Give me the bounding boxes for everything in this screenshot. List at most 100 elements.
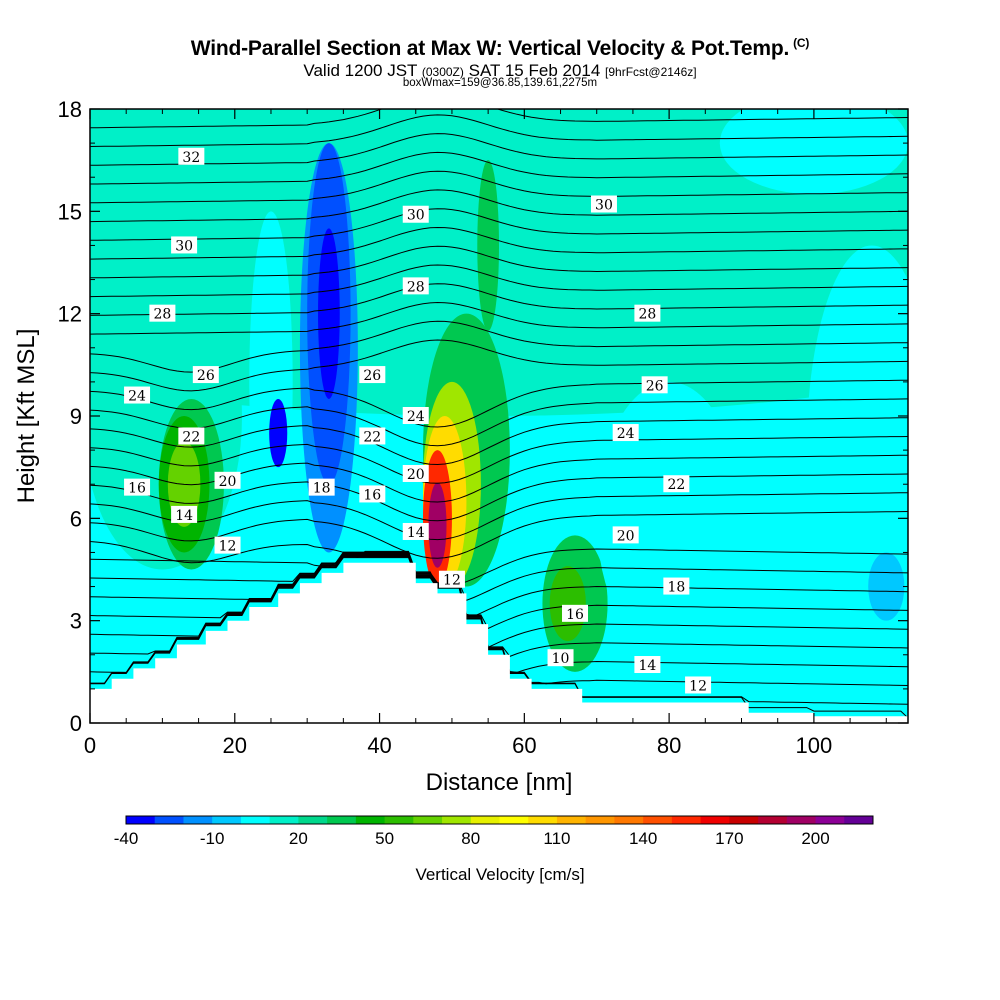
theta-contour-line [90,133,908,166]
contour-label-text: 16 [128,481,146,497]
y-tick-label: 6 [70,506,82,531]
valid-time: Valid 1200 JST [303,61,418,80]
colorbar-swatch [413,816,443,824]
contour-label: 14 [171,505,198,524]
contour-label-box [192,366,219,384]
contour-label: 22 [663,475,690,493]
contour-label-box [612,424,639,442]
contour-label-box [634,656,661,674]
colorbar-tick-label: 200 [801,829,829,848]
contour-label: 30 [402,205,429,224]
y-tick-label: 18 [58,97,82,122]
contour-label-box [612,526,639,544]
utc-time: (0300Z) [421,65,464,79]
theta-contour-line [90,170,908,204]
colorbar-tick-label: 140 [629,829,657,848]
theta-contour-line [90,379,908,428]
theta-contour-line [90,189,908,223]
colorbar: -40 -10 20 50 80 110 140 170 200 Vertical Velocit… [114,815,874,884]
x-axis-label: Distance [nm] [426,769,573,796]
theta-contour-line [90,417,908,466]
contour-label: 14 [402,522,429,541]
contour-label-text: 26 [363,368,381,384]
contour-label-text: 28 [407,279,425,295]
theta-contour-line [90,283,908,316]
colorbar-swatch [556,816,587,824]
contour-label-box [359,485,386,503]
contour-label-text: 16 [363,487,381,503]
contour-label-text: 28 [153,307,171,323]
theta-contour-line [90,554,908,658]
contour-label: 12 [214,536,241,555]
contour-label: 30 [171,236,198,254]
theta-contour-line [90,114,908,147]
contour-label-box [124,386,151,404]
colorbar-swatch [442,816,472,824]
velocity-region-19 [596,381,742,655]
contour-label-text: 22 [667,477,685,493]
x-tick-label: 20 [223,733,247,758]
contour-label: 20 [612,526,639,544]
colorbar-swatch [154,816,184,824]
colorbar-swatch [528,816,558,824]
colorbar-frame [125,815,874,825]
theta-contour-line [90,553,908,649]
colorbar-swatch [240,816,271,824]
contour-label-box [402,522,429,540]
velocity-region-1 [719,109,908,195]
theta-contour-line [90,320,908,373]
x-tick-label: 40 [367,733,391,758]
contour-label-text: 22 [363,429,381,445]
chart-title-text: Wind-Parallel Section at Max W: Vertical… [190,37,790,60]
colorbar-tick-label: -10 [200,829,225,848]
contour-label-text: 12 [689,678,707,694]
velocity-region-21 [868,552,905,621]
contour-label-text: 20 [219,474,237,490]
colorbar-swatch [815,816,845,824]
contour-label: 24 [612,424,639,442]
contour-label: 16 [562,604,589,623]
contour-label-text: 24 [617,426,635,442]
contour-label-box [590,195,617,213]
box-wmax-info: boxWmax=159@36.85,139.61,2275m [402,77,598,89]
theta-contour-line [90,208,908,241]
contour-label-box [149,304,176,322]
contour-label: 12 [438,570,465,589]
theta-contour-line [90,226,908,260]
colorbar-swatch [384,816,414,824]
colorbar-swatch [614,816,644,824]
theta-contour-line [90,339,908,392]
contour-label-text: 18 [667,580,685,596]
copyright-mark: (C) [793,36,810,50]
velocity-region-18 [549,566,586,642]
contour-label-box [359,366,386,384]
velocity-region-16 [477,160,500,331]
colorbar-tick-label: 80 [461,829,480,848]
valid-time-line: Valid 1200 JST (0300Z) SAT 15 Feb 2014 [… [0,61,1000,81]
theta-contour-line [90,301,908,335]
theta-contour-line [90,541,908,588]
contour-label-box [214,536,241,554]
colorbar-title: Vertical Velocity [cm/s] [415,865,584,884]
colorbar-swatch [671,816,702,824]
velocity-region-10 [269,398,288,468]
colorbar-swatch [585,816,615,824]
contour-label: 10 [547,649,574,667]
contour-label: 32 [178,147,205,166]
contour-label-box [171,505,198,523]
contour-label-box [402,205,429,223]
contour-label-box [547,649,574,667]
contour-label-box [214,471,241,489]
colorbar-swatch [355,816,386,824]
contour-label-box [663,475,690,493]
contour-label-text: 26 [646,378,664,394]
y-axis-label: Height [Kft MSL] [13,329,40,504]
contour-label: 22 [178,427,205,445]
contour-label: 14 [634,656,661,674]
colorbar-swatch [758,816,788,824]
colorbar-swatch [470,816,500,824]
contour-label-box [402,464,429,482]
contour-label-box [359,427,386,445]
contour-label-box [663,577,690,595]
forecast-info: [9hrFcst@2146z] [605,65,697,79]
